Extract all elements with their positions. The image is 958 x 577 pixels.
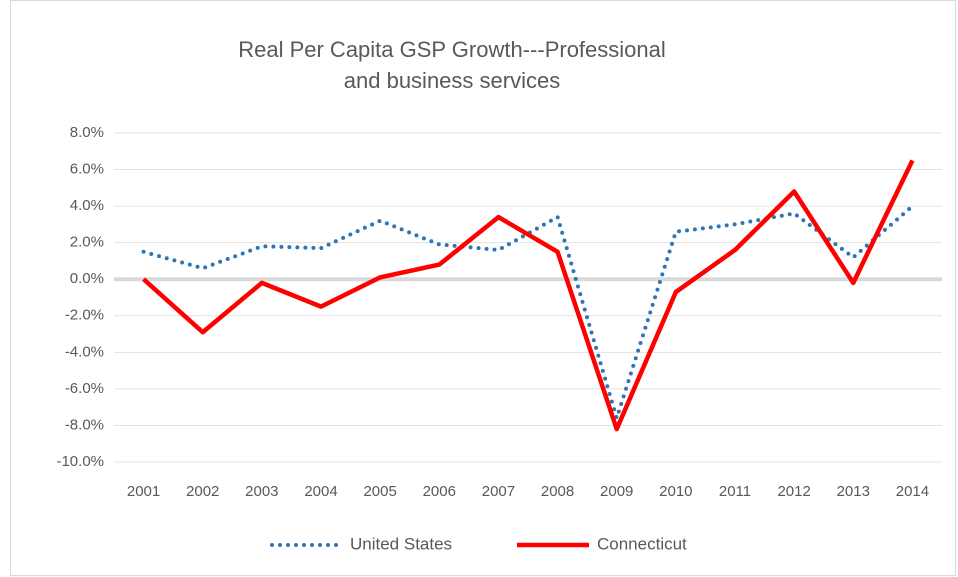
y-tick-label: 8.0%: [70, 124, 104, 141]
x-tick-label: 2004: [304, 483, 337, 500]
y-tick-label: 2.0%: [70, 234, 104, 251]
y-tick-label: -6.0%: [65, 380, 104, 397]
x-tick-label: 2003: [245, 483, 278, 500]
x-tick-label: 2006: [423, 483, 456, 500]
x-tick-label: 2010: [659, 483, 692, 500]
x-tick-label: 2008: [541, 483, 574, 500]
legend-label: United States: [350, 534, 452, 553]
x-tick-label: 2002: [186, 483, 219, 500]
y-tick-label: 6.0%: [70, 161, 104, 178]
y-tick-label: 4.0%: [70, 197, 104, 214]
y-tick-label: -8.0%: [65, 416, 104, 433]
series-line: [141, 204, 915, 425]
x-tick-label: 2005: [363, 483, 396, 500]
y-tick-label: -4.0%: [65, 343, 104, 360]
x-tick-label: 2011: [719, 483, 751, 500]
y-tick-label: -2.0%: [65, 307, 104, 324]
x-tick-label: 2007: [482, 483, 515, 500]
y-tick-label: -10.0%: [56, 453, 104, 470]
x-tick-label: 2012: [777, 483, 810, 500]
x-tick-label: 2001: [127, 483, 160, 500]
series-line: [142, 159, 915, 432]
y-tick-label: 0.0%: [70, 270, 104, 287]
chart-border: [10, 0, 956, 576]
chart-title: Real Per Capita GSP Growth---Professiona…: [238, 37, 666, 93]
legend-label: Connecticut: [597, 534, 687, 553]
x-tick-label: 2013: [837, 483, 870, 500]
x-tick-label: 2009: [600, 483, 633, 500]
x-tick-label: 2014: [896, 483, 929, 500]
